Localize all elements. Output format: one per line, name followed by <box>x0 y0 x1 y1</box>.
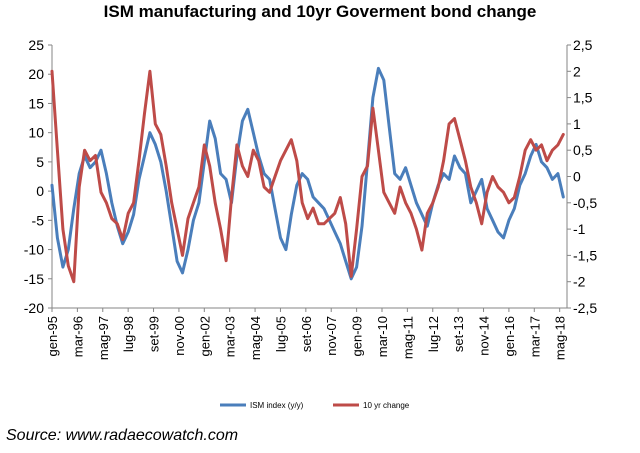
x-tick-label: nov-00 <box>172 316 187 356</box>
x-tick-label: set-06 <box>299 316 314 352</box>
y-right-tick-label: 1 <box>573 116 581 132</box>
x-tick-label: set-99 <box>147 316 162 352</box>
x-tick-label: lug-98 <box>121 316 136 352</box>
ism-index-line <box>50 66 565 281</box>
x-tick-label: set-13 <box>451 316 466 352</box>
y-right-tick-label: 2,5 <box>573 37 593 53</box>
y-left-tick-label: 10 <box>28 125 44 141</box>
x-tick-label: mag-18 <box>553 316 568 360</box>
y-right-tick-label: 0 <box>573 169 581 185</box>
x-tick-label: mar-96 <box>70 316 85 357</box>
x-tick-label: mag-11 <box>400 316 415 359</box>
x-tick-label: nov-07 <box>324 316 339 356</box>
y-left-tick-label: 25 <box>28 37 44 53</box>
x-tick-label: lug-12 <box>426 316 441 352</box>
legend: ISM index (y/y) 10 yr change <box>220 401 410 410</box>
y-right-tick-label: -0,5 <box>573 195 597 211</box>
ten-yr-change-line <box>50 69 565 284</box>
y-left-tick-label: -15 <box>24 271 44 287</box>
x-tick-label: gen-09 <box>350 316 365 356</box>
series-lines <box>50 66 565 284</box>
y-left-tick-label: -20 <box>24 300 44 316</box>
x-tick-label: mar-10 <box>375 316 390 357</box>
source-caption: Source: www.radaecowatch.com <box>6 427 239 444</box>
y-left-tick-label: 20 <box>28 66 44 82</box>
y-right-tick-label: -1 <box>573 221 586 237</box>
y-right-tick-label: -1,5 <box>573 247 597 263</box>
legend-label: ISM index (y/y) <box>250 401 304 410</box>
y-right-tick-label: -2,5 <box>573 300 597 316</box>
y-right-tick-label: 2 <box>573 63 581 79</box>
x-tick-label: nov-14 <box>477 316 492 356</box>
x-tick-label: lug-05 <box>273 316 288 352</box>
y-left-tick-label: 15 <box>28 95 44 111</box>
x-tick-label: mar-03 <box>223 316 238 357</box>
y-right-tick-label: 0,5 <box>573 142 593 158</box>
y-left-tick-label: 5 <box>36 154 44 170</box>
x-tick-label: mar-17 <box>527 316 542 357</box>
x-tick-label: gen-95 <box>45 316 60 356</box>
y-left-tick-label: -10 <box>24 242 44 258</box>
y-right-tick-label: -2 <box>573 274 586 290</box>
x-tick-label: mag-97 <box>96 316 111 360</box>
y-left-tick-label: -5 <box>32 212 45 228</box>
y-left-tick-label: 0 <box>36 183 44 199</box>
y-right-tick-label: 1,5 <box>573 90 593 106</box>
legend-label: 10 yr change <box>363 401 410 410</box>
tick-labels: -20 -15 -10 -5 0 5 10 15 20 25 -2,5 -2 -1,5 -1 -0,5 0 0,… <box>24 37 598 360</box>
x-tick-label: mag-04 <box>248 316 263 360</box>
axes-layer <box>48 44 571 312</box>
x-tick-label: gen-16 <box>502 316 517 356</box>
chart-title: ISM manufacturing and 10yr Goverment bon… <box>103 2 537 21</box>
x-tick-label: gen-02 <box>197 316 212 356</box>
